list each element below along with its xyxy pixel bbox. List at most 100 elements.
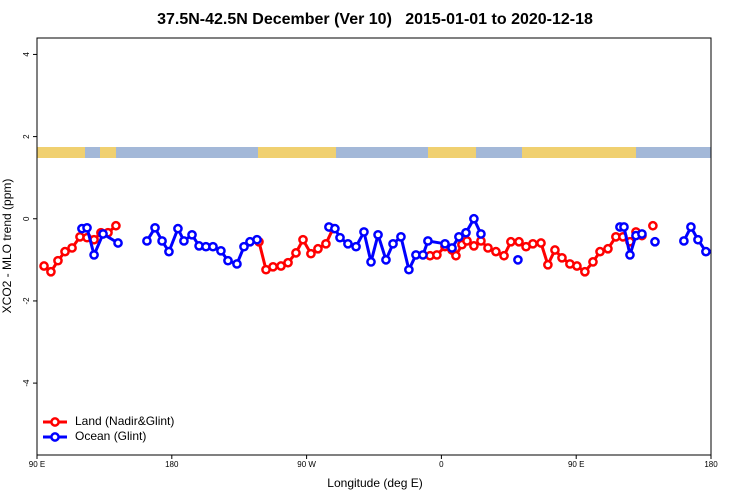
point bbox=[53, 255, 63, 266]
point bbox=[268, 261, 278, 272]
point bbox=[359, 227, 369, 237]
land-strip bbox=[100, 147, 116, 158]
point bbox=[82, 222, 92, 233]
y-axis-label: XCO2 - MLO trend (ppm) bbox=[0, 179, 14, 314]
point bbox=[476, 229, 486, 239]
point bbox=[252, 234, 262, 245]
point bbox=[701, 246, 711, 257]
point bbox=[373, 229, 383, 240]
x-tick-label: 90 E bbox=[29, 460, 45, 469]
point bbox=[291, 248, 301, 258]
point bbox=[164, 246, 174, 257]
y-tick-label: 2 bbox=[22, 134, 31, 139]
point bbox=[580, 266, 590, 277]
point bbox=[173, 223, 183, 234]
land-strip bbox=[37, 147, 85, 158]
point bbox=[536, 238, 546, 248]
point bbox=[469, 213, 479, 224]
x-tick-label: 180 bbox=[165, 460, 179, 469]
point bbox=[423, 236, 433, 246]
plot-frame bbox=[36, 37, 712, 456]
point bbox=[432, 250, 442, 260]
point bbox=[543, 259, 553, 270]
y-tick-label: -4 bbox=[22, 379, 31, 387]
point bbox=[321, 238, 331, 249]
point bbox=[343, 238, 353, 249]
point bbox=[98, 229, 108, 239]
land-strip bbox=[522, 147, 636, 158]
point bbox=[39, 261, 49, 271]
point bbox=[440, 238, 450, 249]
point bbox=[528, 238, 538, 249]
point bbox=[335, 232, 345, 243]
point bbox=[588, 257, 598, 267]
point bbox=[418, 250, 428, 260]
point bbox=[514, 236, 524, 247]
point bbox=[179, 236, 189, 246]
point bbox=[513, 255, 523, 265]
point bbox=[451, 250, 461, 261]
point bbox=[313, 243, 323, 254]
point bbox=[223, 255, 233, 266]
point bbox=[648, 220, 658, 231]
point bbox=[572, 261, 582, 271]
point bbox=[693, 234, 703, 245]
map-strip bbox=[37, 147, 711, 158]
y-tick-label: 0 bbox=[22, 216, 31, 221]
point bbox=[111, 220, 121, 231]
point bbox=[454, 231, 464, 242]
point bbox=[208, 241, 218, 252]
x-axis-label: Longitude (deg E) bbox=[327, 476, 422, 490]
y-tick-label: -2 bbox=[22, 297, 31, 305]
land-strip bbox=[428, 147, 476, 158]
point bbox=[483, 243, 493, 253]
point bbox=[150, 222, 160, 233]
point bbox=[298, 234, 308, 245]
series-line bbox=[44, 226, 653, 272]
point bbox=[216, 245, 226, 256]
point bbox=[60, 246, 70, 257]
point bbox=[396, 231, 406, 242]
point bbox=[67, 243, 77, 253]
point bbox=[462, 236, 472, 246]
point bbox=[142, 236, 152, 246]
point bbox=[381, 255, 391, 265]
x-tick-label: 0 bbox=[439, 460, 444, 469]
point bbox=[595, 246, 605, 257]
point bbox=[506, 236, 516, 247]
point bbox=[637, 229, 647, 239]
point bbox=[89, 250, 99, 260]
point bbox=[447, 243, 457, 253]
point bbox=[366, 257, 376, 267]
x-tick-label: 90 W bbox=[297, 460, 316, 469]
point bbox=[603, 243, 613, 254]
point bbox=[46, 266, 56, 277]
point bbox=[404, 264, 414, 275]
point bbox=[499, 250, 509, 261]
point bbox=[461, 227, 471, 238]
point bbox=[388, 238, 398, 249]
legend-label: Ocean (Glint) bbox=[75, 429, 146, 443]
point bbox=[686, 222, 696, 232]
point bbox=[306, 248, 316, 259]
point bbox=[557, 252, 567, 263]
point bbox=[232, 259, 242, 269]
ocean-strip bbox=[37, 147, 711, 158]
point bbox=[283, 257, 293, 268]
legend-marker bbox=[50, 432, 60, 442]
point bbox=[619, 222, 629, 232]
legend-label: Land (Nadir&Glint) bbox=[75, 414, 174, 428]
point bbox=[469, 241, 479, 251]
point bbox=[625, 250, 635, 260]
land-strip bbox=[258, 147, 336, 158]
point bbox=[679, 236, 689, 246]
point bbox=[491, 246, 501, 257]
x-tick-label: 90 E bbox=[568, 460, 584, 469]
point bbox=[187, 229, 197, 240]
point bbox=[330, 223, 340, 234]
point bbox=[550, 245, 560, 255]
chart-title: 37.5N-42.5N December (Ver 10) 2015-01-01… bbox=[157, 11, 593, 28]
point bbox=[113, 238, 123, 248]
point bbox=[157, 236, 167, 246]
